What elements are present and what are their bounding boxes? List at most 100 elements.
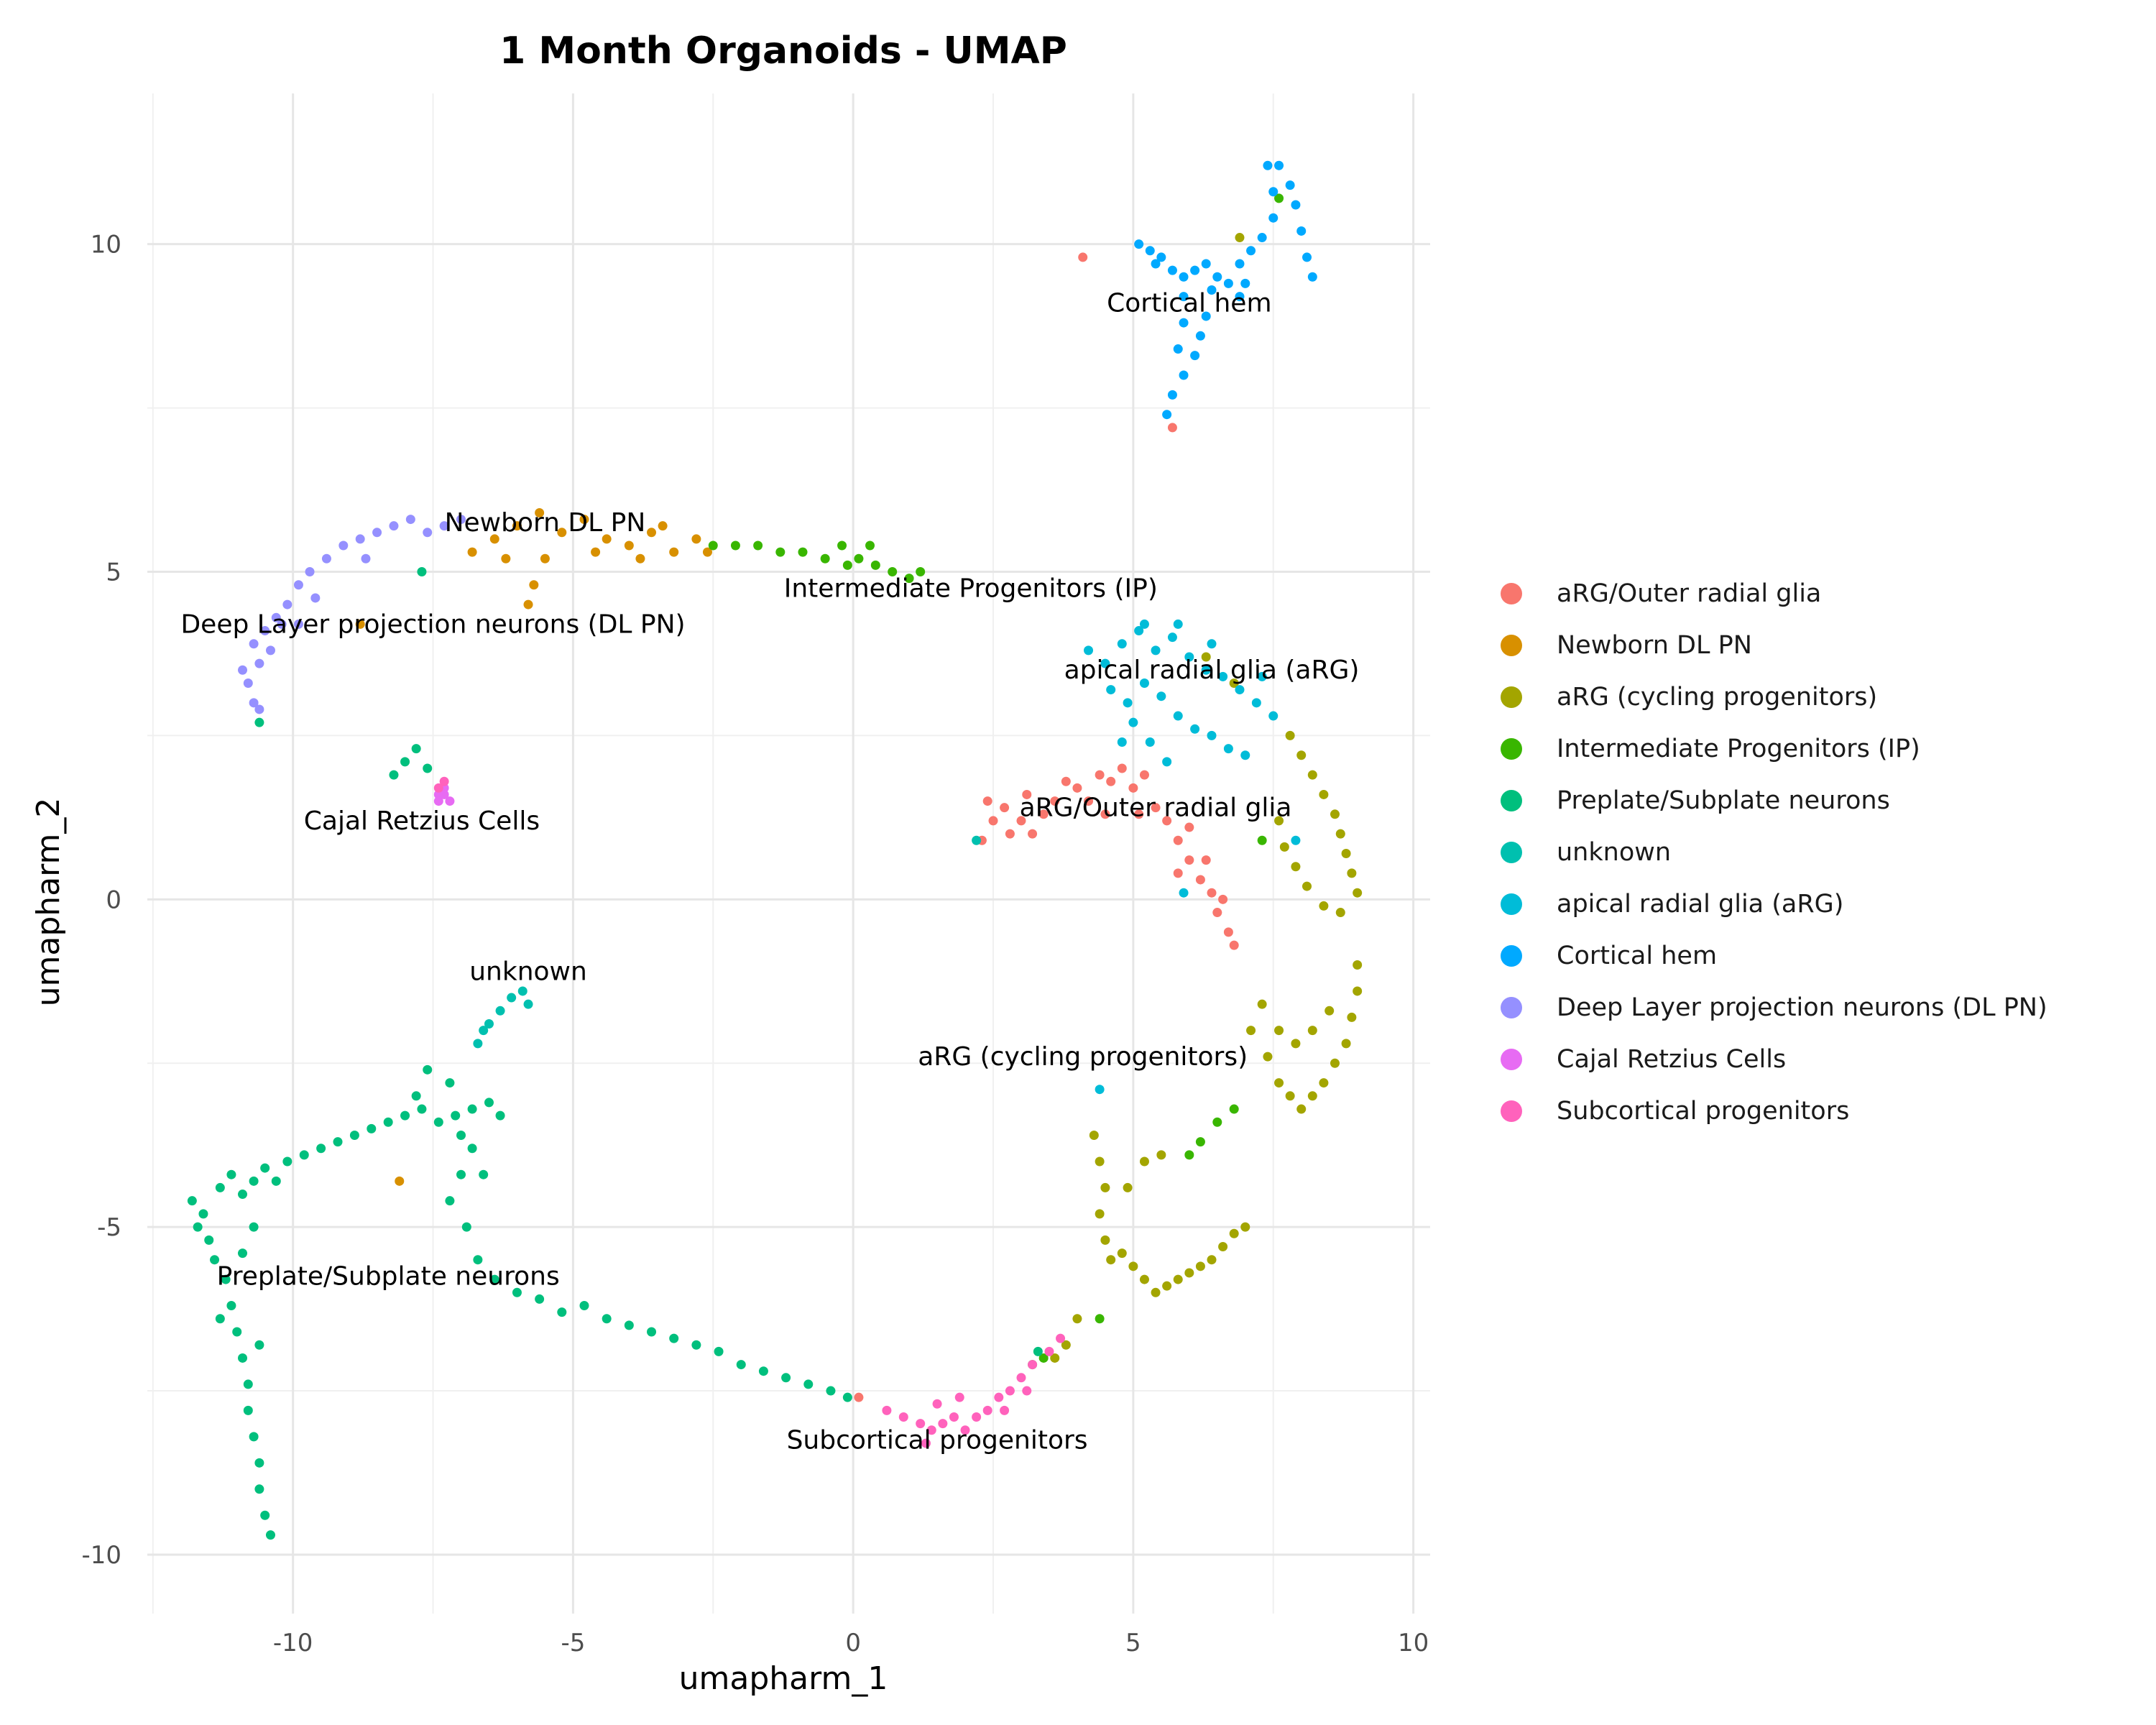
data-point (1139, 619, 1149, 629)
data-point (1218, 671, 1228, 681)
data-point (1173, 344, 1183, 354)
data-point (1341, 1039, 1351, 1049)
data-point (1139, 770, 1149, 780)
data-point (1038, 1353, 1049, 1363)
data-point (451, 1110, 461, 1121)
x-tick-labels: -10 -5 0 5 10 (273, 1629, 1429, 1657)
data-point (1162, 757, 1172, 767)
data-point (1078, 252, 1088, 262)
data-point (265, 1530, 275, 1540)
data-point (916, 566, 926, 576)
data-point (1179, 292, 1189, 302)
data-point (1235, 233, 1245, 243)
data-point (1084, 645, 1094, 656)
data-point (1335, 829, 1345, 839)
data-point (1207, 285, 1217, 295)
data-point (602, 1314, 612, 1324)
data-point (1195, 331, 1205, 341)
data-point (972, 835, 982, 845)
legend-swatch (1501, 790, 1522, 811)
data-point (1095, 1209, 1105, 1219)
data-point (484, 1019, 494, 1029)
data-point (647, 1327, 657, 1337)
data-point (798, 547, 808, 557)
data-point (1190, 351, 1200, 361)
data-point (439, 789, 449, 799)
data-point (517, 986, 528, 996)
data-point (1307, 272, 1317, 282)
y-tick-label: 10 (91, 231, 121, 259)
cluster-label: aRG (cycling progenitors) (918, 1042, 1248, 1072)
data-point (243, 1405, 253, 1415)
data-point (1246, 246, 1256, 256)
data-point (1201, 855, 1211, 865)
series-points (1050, 233, 1363, 1363)
data-point (1184, 1268, 1194, 1278)
data-point (602, 534, 612, 544)
legend-swatch (1501, 635, 1522, 656)
data-point (837, 540, 847, 551)
data-point (411, 744, 421, 754)
data-point (1347, 868, 1357, 878)
data-point (691, 534, 701, 544)
data-point (1184, 855, 1194, 865)
data-point (226, 1301, 236, 1311)
data-point (1145, 737, 1155, 748)
data-point (338, 540, 349, 551)
data-point (1173, 619, 1183, 629)
data-point (467, 1144, 477, 1154)
data-point (473, 1255, 483, 1265)
x-tick-label: 0 (845, 1629, 861, 1657)
data-point (949, 1412, 959, 1422)
data-point (1016, 816, 1026, 826)
data-point (1212, 272, 1222, 282)
data-point (1167, 390, 1177, 400)
data-point (467, 1104, 477, 1114)
data-point (758, 1366, 768, 1376)
data-point (333, 1137, 343, 1147)
data-point (842, 1392, 852, 1402)
data-point (820, 553, 830, 564)
data-point (736, 1360, 746, 1370)
legend-swatch (1501, 893, 1522, 915)
data-point (1285, 730, 1295, 740)
data-point (708, 540, 718, 551)
legend-label: unknown (1557, 838, 1672, 867)
data-point (535, 507, 545, 518)
data-point (254, 717, 264, 727)
data-point (1005, 829, 1015, 839)
legend-label: Newborn DL PN (1557, 631, 1752, 660)
data-point (803, 1379, 814, 1389)
cluster-label: Cortical hem (1107, 289, 1271, 318)
data-point (489, 534, 499, 544)
data-point (423, 528, 433, 538)
data-point (730, 540, 740, 551)
data-point (1235, 259, 1245, 269)
data-point (1167, 265, 1177, 275)
data-point (1095, 770, 1105, 780)
data-point (1123, 1182, 1133, 1192)
data-point (361, 553, 371, 564)
data-point (1022, 1386, 1032, 1396)
cluster-labels: Cortical hem Newborn DL PN Intermediate Pr… (180, 289, 1359, 1455)
data-point (507, 993, 517, 1003)
data-point (1330, 1058, 1340, 1068)
data-point (635, 553, 645, 564)
legend-item: Newborn DL PN (1488, 620, 2047, 671)
data-point (1095, 1156, 1105, 1167)
data-point (445, 1078, 455, 1088)
data-point (1190, 724, 1200, 734)
data-point (1184, 652, 1194, 662)
data-point (423, 763, 433, 773)
data-point (433, 796, 443, 806)
data-point (1162, 410, 1172, 420)
data-point (1195, 875, 1205, 885)
data-point (1268, 711, 1279, 721)
data-point (1229, 940, 1239, 950)
data-point (1246, 1026, 1256, 1036)
data-point (1100, 809, 1110, 819)
data-point (1296, 1104, 1307, 1114)
y-tick-labels: -10 -5 0 5 10 (81, 231, 121, 1570)
data-point (187, 1196, 197, 1206)
data-point (523, 999, 533, 1009)
